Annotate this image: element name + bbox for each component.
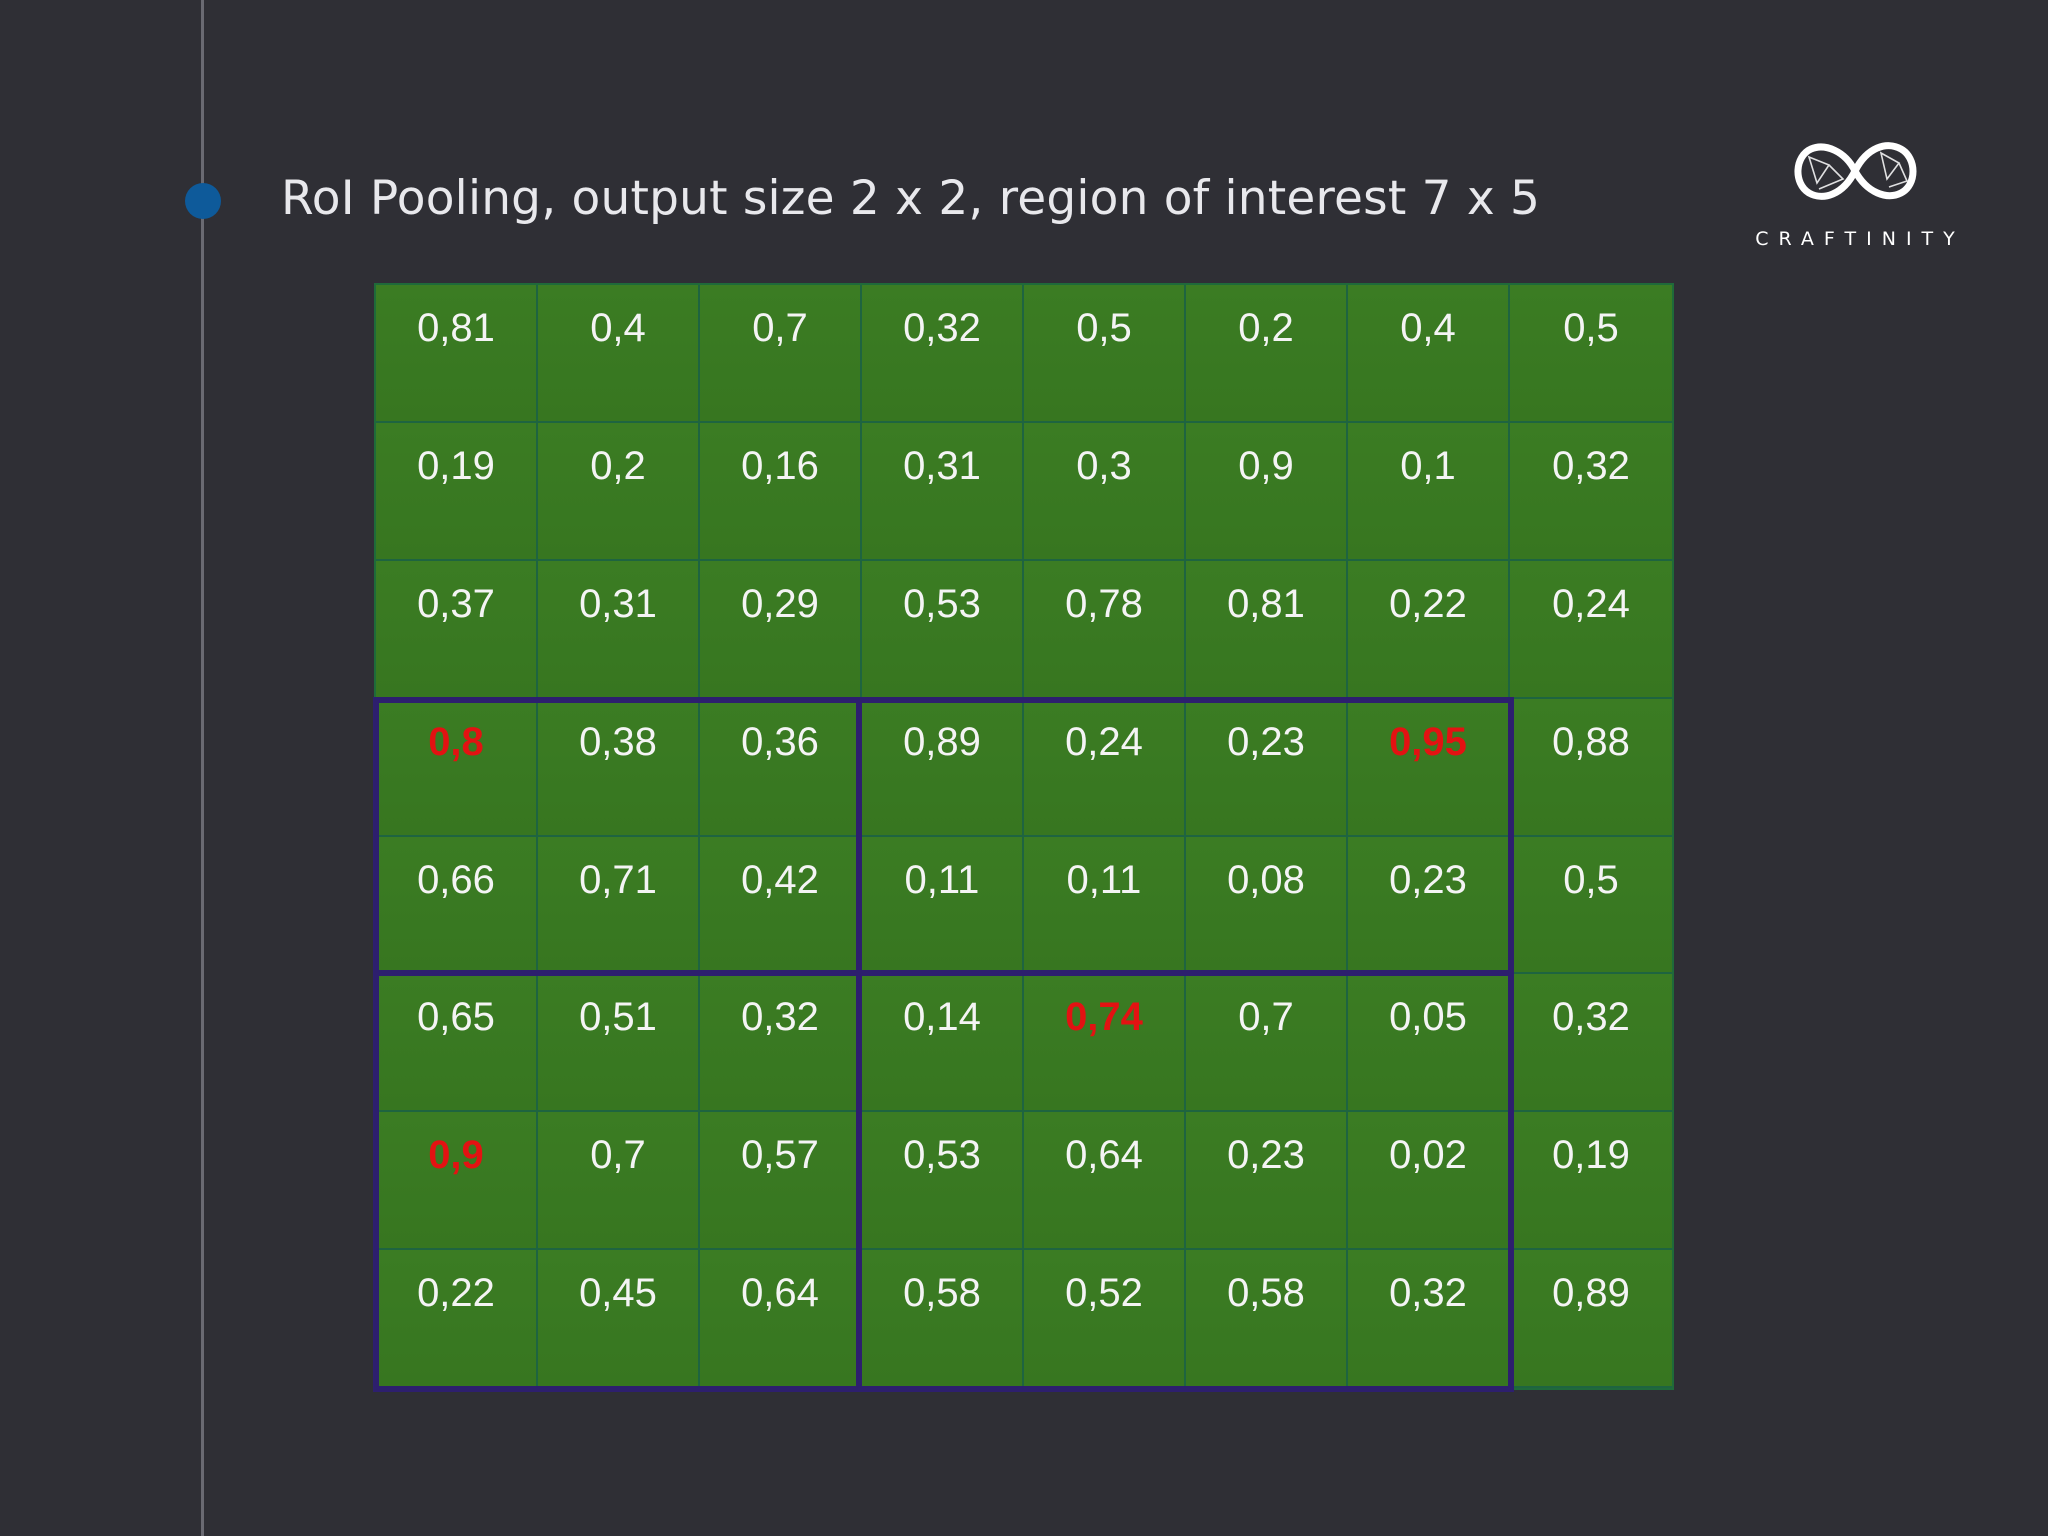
- grid-cell: 0,5: [1510, 285, 1672, 423]
- grid-cell: 0,5: [1024, 285, 1186, 423]
- grid-cell: 0,4: [538, 285, 700, 423]
- grid-cell: 0,2: [1186, 285, 1348, 423]
- grid-cell: 0,89: [1510, 1250, 1672, 1388]
- grid-cell: 0,23: [1186, 1112, 1348, 1251]
- grid-cell: 0,16: [700, 422, 862, 561]
- infinity-logo-icon: [1794, 142, 1917, 200]
- grid-cell: 0,05: [1348, 974, 1510, 1113]
- grid-cell: 0,23: [1348, 836, 1510, 975]
- grid-cell: 0,52: [1024, 1250, 1186, 1388]
- grid-cell: 0,45: [538, 1250, 700, 1388]
- max-value-cell: 0,95: [1348, 698, 1510, 837]
- grid-cell: 0,53: [862, 560, 1024, 699]
- grid-cell: 0,22: [1348, 560, 1510, 699]
- slide-title: RoI Pooling, output size 2 x 2, region o…: [281, 171, 1541, 226]
- max-value-cell: 0,9: [376, 1112, 538, 1251]
- grid-cell: 0,32: [862, 285, 1024, 423]
- grid-cell: 0,5: [1510, 836, 1672, 975]
- grid-cell: 0,88: [1510, 698, 1672, 837]
- grid-cell: 0,64: [700, 1250, 862, 1388]
- grid-cell: 0,24: [1510, 560, 1672, 699]
- grid-cell: 0,89: [862, 698, 1024, 837]
- grid-cell: 0,81: [376, 285, 538, 423]
- roi-column-divider: [856, 697, 862, 1392]
- grid-cell: 0,14: [862, 974, 1024, 1113]
- grid-cell: 0,29: [700, 560, 862, 699]
- grid-cell: 0,4: [1348, 285, 1510, 423]
- grid-cell: 0,19: [1510, 1112, 1672, 1251]
- grid-cell: 0,51: [538, 974, 700, 1113]
- grid-cell: 0,02: [1348, 1112, 1510, 1251]
- grid-cell: 0,7: [1186, 974, 1348, 1113]
- grid-cell: 0,31: [538, 560, 700, 699]
- grid-cell: 0,36: [700, 698, 862, 837]
- grid-cell: 0,32: [1348, 1250, 1510, 1388]
- grid-cell: 0,7: [538, 1112, 700, 1251]
- grid-cell: 0,57: [700, 1112, 862, 1251]
- bullet-dot-icon: [185, 183, 221, 219]
- feature-map-grid: 0,81 0,4 0,7 0,32 0,5 0,2 0,4 0,5 0,19 0,2 0,16 0,3…: [374, 283, 1674, 1390]
- grid-cell: 0,11: [1024, 836, 1186, 975]
- grid-cell: 0,3: [1024, 422, 1186, 561]
- grid-cell: 0,71: [538, 836, 700, 975]
- grid-cell: 0,23: [1186, 698, 1348, 837]
- grid-cell: 0,53: [862, 1112, 1024, 1251]
- grid-cell: 0,32: [700, 974, 862, 1113]
- grid-cell: 0,81: [1186, 560, 1348, 699]
- max-value-cell: 0,74: [1024, 974, 1186, 1113]
- roi-row-divider: [373, 970, 1514, 976]
- grid-cell: 0,24: [1024, 698, 1186, 837]
- grid-cell: 0,31: [862, 422, 1024, 561]
- grid-cell: 0,1: [1348, 422, 1510, 561]
- logo-wordmark: CRAFTINITY: [1755, 228, 1965, 250]
- grid-cell: 0,22: [376, 1250, 538, 1388]
- max-value-cell: 0,8: [376, 698, 538, 837]
- grid-cell: 0,32: [1510, 422, 1672, 561]
- grid-cell: 0,58: [1186, 1250, 1348, 1388]
- grid-cell: 0,9: [1186, 422, 1348, 561]
- grid-cell: 0,64: [1024, 1112, 1186, 1251]
- grid-cell: 0,11: [862, 836, 1024, 975]
- grid-cell: 0,78: [1024, 560, 1186, 699]
- grid-cell: 0,66: [376, 836, 538, 975]
- grid-cell: 0,65: [376, 974, 538, 1113]
- grid-cell: 0,08: [1186, 836, 1348, 975]
- grid-cell: 0,7: [700, 285, 862, 423]
- timeline-line: [201, 0, 204, 1536]
- grid-cell: 0,42: [700, 836, 862, 975]
- grid-cell: 0,32: [1510, 974, 1672, 1113]
- craftinity-logo: CRAFTINITY: [1745, 125, 1965, 260]
- grid-cell: 0,38: [538, 698, 700, 837]
- grid-cell: 0,37: [376, 560, 538, 699]
- grid-cell: 0,19: [376, 422, 538, 561]
- grid-cell: 0,2: [538, 422, 700, 561]
- grid-cell: 0,58: [862, 1250, 1024, 1388]
